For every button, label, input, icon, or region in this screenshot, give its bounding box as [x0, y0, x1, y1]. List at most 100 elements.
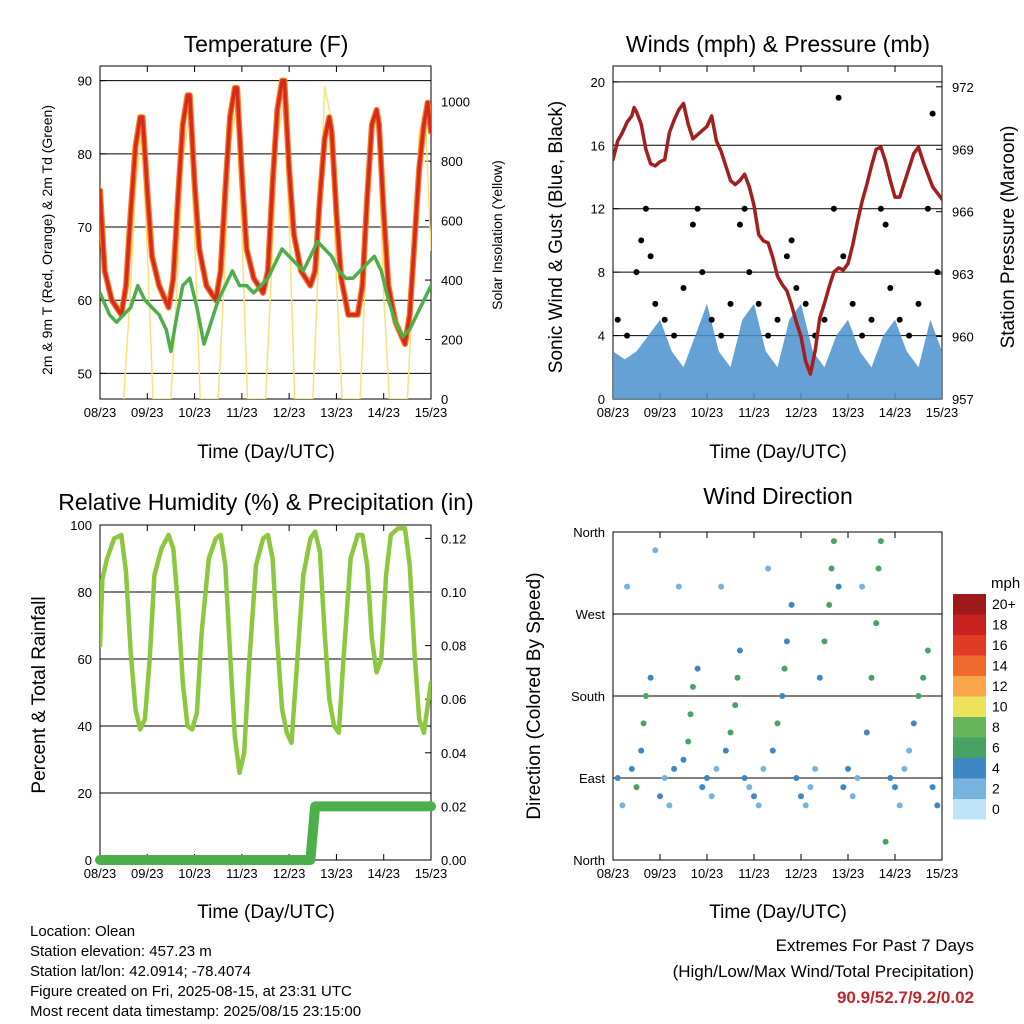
winds-y2label: Station Pressure (Maroon) — [998, 126, 1019, 349]
direction-point — [845, 765, 851, 772]
direction-point — [920, 674, 927, 681]
direction-point — [647, 674, 654, 681]
dewpoint-line — [100, 239, 431, 354]
gust-point — [671, 332, 678, 339]
direction-point — [628, 765, 635, 772]
direction-point — [614, 775, 621, 781]
x-tick-label: 12/23 — [273, 866, 306, 881]
winds-title: Winds (mph) & Pressure (mb) — [626, 31, 930, 57]
direction-point — [896, 802, 903, 809]
direction-point — [906, 747, 913, 754]
x-tick-label: 12/23 — [785, 405, 818, 420]
direction-point — [830, 538, 837, 545]
direction-point — [779, 693, 786, 699]
direction-point — [859, 583, 866, 590]
x-tick-label: 14/23 — [879, 866, 912, 881]
gust-point — [821, 316, 828, 323]
gust-point — [877, 205, 884, 212]
y-tick-label: North — [573, 525, 605, 540]
direction-point — [807, 784, 814, 791]
y-tick-label: South — [571, 689, 605, 704]
temperature-ylabel: 2m & 9m T (Red, Orange) & 2m Td (Green) — [39, 105, 55, 375]
extremes-title: Extremes For Past 7 Days — [775, 936, 974, 955]
y-tick-label: 60 — [78, 652, 92, 667]
direction-point — [873, 620, 880, 627]
y2-tick-label: 969 — [952, 142, 974, 157]
winds-pressure-panel: Winds (mph) & Pressure (mb) Time (Day/UT… — [546, 31, 1019, 463]
direction-point — [835, 583, 842, 590]
direction-point — [704, 775, 710, 781]
legend-swatch — [953, 655, 986, 676]
x-tick-label: 14/23 — [367, 866, 400, 881]
legend-swatch — [953, 737, 986, 758]
y-tick-label: 80 — [78, 147, 92, 162]
gust-point — [699, 269, 706, 276]
y-tick-label: East — [579, 771, 605, 786]
direction-point — [699, 784, 706, 791]
y2-tick-label: 1000 — [441, 95, 470, 110]
direction-point — [671, 765, 678, 772]
direction-point — [929, 784, 936, 791]
legend-label: 2 — [992, 781, 1000, 797]
y-tick-label: 16 — [591, 138, 605, 153]
legend-swatch — [953, 758, 986, 779]
y-tick-label: 20 — [78, 786, 92, 801]
y-tick-label: 70 — [78, 220, 92, 235]
gust-point — [638, 237, 645, 244]
y2-tick-label: 0.02 — [441, 799, 466, 814]
y2-tick-label: 0.06 — [441, 692, 466, 707]
direction-point — [765, 565, 772, 572]
y2-tick-label: 0.08 — [441, 639, 466, 654]
y-tick-label: 4 — [598, 329, 605, 344]
x-tick-label: 15/23 — [926, 866, 959, 881]
x-tick-label: 11/23 — [226, 405, 258, 420]
winds-ylabel: Sonic Wind & Gust (Blue, Black) — [546, 101, 567, 373]
direction-point — [685, 738, 692, 745]
y-tick-label: 0 — [598, 392, 605, 407]
direction-point — [642, 693, 649, 699]
y2-tick-label: 0.00 — [441, 853, 466, 868]
direction-xlabel: Time (Day/UTC) — [709, 902, 847, 923]
y-tick-label: 8 — [598, 265, 605, 280]
gust-point — [859, 332, 866, 339]
legend-label: 4 — [992, 760, 1000, 776]
gust-point — [741, 205, 748, 212]
x-tick-label: 13/23 — [832, 405, 865, 420]
gust-point — [689, 221, 696, 228]
humidity-ylabel: Percent & Total Rainfall — [29, 596, 50, 793]
direction-point — [887, 775, 894, 781]
gust-point — [614, 316, 621, 323]
direction-point — [828, 565, 835, 572]
speed-legend: mph 20+ 18 16 14 12 10 8 6 4 2 0 — [953, 575, 1020, 820]
gust-point — [929, 110, 936, 117]
direction-title: Wind Direction — [703, 483, 853, 509]
temperature-title: Temperature (F) — [184, 31, 349, 57]
legend-swatch — [953, 676, 986, 697]
x-tick-label: 12/23 — [273, 405, 306, 420]
relative-humidity-line — [100, 526, 431, 776]
extremes-box: Extremes For Past 7 Days (High/Low/Max W… — [673, 933, 974, 1011]
y2-tick-label: 0 — [441, 392, 448, 407]
legend-label: 8 — [992, 719, 1000, 735]
direction-point — [680, 756, 687, 763]
direction-point — [840, 784, 847, 791]
direction-point — [854, 775, 861, 781]
legend-label: 14 — [992, 658, 1008, 674]
gust-point — [680, 285, 687, 291]
x-tick-label: 08/23 — [597, 405, 630, 420]
gust-point — [694, 205, 701, 212]
gust-point — [642, 205, 649, 212]
legend-label: 0 — [992, 801, 1000, 817]
direction-point — [661, 775, 668, 781]
temp-2m-line — [100, 78, 431, 346]
gust-point — [840, 253, 847, 260]
temperature-y2label: Solar Insolation (Yellow) — [489, 160, 505, 310]
sonic-wind-area — [613, 303, 942, 399]
gust-point — [765, 332, 772, 339]
y2-tick-label: 0.12 — [441, 531, 466, 546]
station-elevation: Station elevation: 457.23 m — [30, 943, 212, 960]
direction-point — [781, 665, 788, 672]
direction-point — [816, 674, 823, 681]
x-tick-label: 10/23 — [178, 866, 211, 881]
gust-point — [718, 332, 725, 339]
